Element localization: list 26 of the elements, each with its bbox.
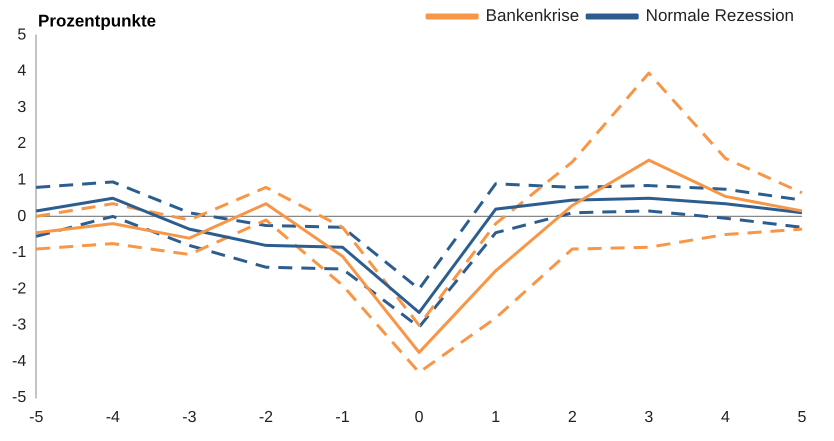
y-tick-label: 0: [17, 208, 26, 225]
legend-label: Bankenkrise: [486, 6, 580, 26]
x-tick-label: 0: [414, 408, 424, 426]
y-tick-label: 1: [17, 172, 26, 189]
x-tick-label: 5: [798, 408, 807, 426]
x-tick-label: -4: [106, 408, 120, 426]
x-tick-label: -5: [29, 408, 44, 426]
x-tick-label: 3: [644, 408, 654, 426]
y-tick-label: 2: [17, 135, 26, 152]
y-tick-label: -3: [12, 316, 26, 334]
y-tick-label: -2: [12, 280, 26, 298]
y-tick-label: 4: [17, 62, 26, 80]
x-tick-label: 2: [568, 408, 577, 426]
y-tick-label: 5: [17, 26, 26, 44]
y-tick-label: -5: [12, 389, 26, 406]
x-tick-label: -2: [258, 408, 274, 426]
y-tick-label: 3: [17, 98, 26, 116]
y-axis-title: Prozentpunkte: [38, 12, 156, 31]
x-tick-label: 1: [491, 408, 500, 426]
y-tick-label: -1: [12, 244, 26, 262]
x-tick-label: -1: [335, 408, 350, 426]
y-tick-label: -4: [12, 352, 26, 370]
x-tick-label: -3: [182, 408, 197, 426]
legend-label: Normale Rezession: [646, 6, 794, 26]
x-tick-label: 4: [720, 408, 730, 426]
line-series: [34, 72, 804, 327]
